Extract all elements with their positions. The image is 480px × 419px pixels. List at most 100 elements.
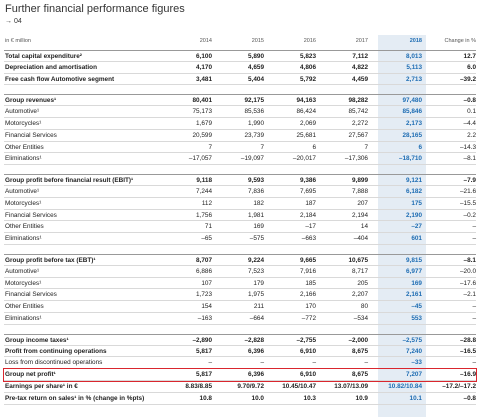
subtitle: → 04 [5, 18, 22, 25]
cell-value: 10.1 [409, 394, 422, 402]
cell-value: 7,207 [406, 371, 422, 379]
cell-value: –21.6 [460, 188, 476, 195]
cell-value: 179 [253, 279, 264, 287]
table-row: Free cash flow Automotive segment 3,481 5,… [4, 74, 476, 86]
cell-value: –17 [305, 223, 316, 231]
cell-value: –2,828 [244, 336, 264, 344]
cell-value: 2,173 [406, 120, 422, 127]
table-row: Automotive¹ 6,886 7,523 7,916 8,717 6,977 –20.… [4, 266, 476, 278]
cell-value: 169 [253, 223, 264, 231]
cell-value: 10.82/10.84 [388, 383, 422, 390]
cell-value: 2,184 [300, 211, 316, 219]
cell-value: 8,675 [352, 371, 368, 379]
cell-value: 7,244 [196, 188, 212, 195]
row-label: Group profit before financial result (EB… [5, 177, 134, 185]
cell-value: – [208, 359, 212, 367]
table-row: Automotive¹ 75,173 85,536 86,424 85,742 85,84… [4, 106, 476, 118]
cell-value: –20,017 [292, 155, 316, 163]
cell-value: 23,739 [244, 131, 264, 139]
cell-value: –39.2 [460, 75, 476, 83]
cell-value: –17.2/–17.2 [442, 383, 476, 390]
row-label: Automotive¹ [5, 188, 40, 195]
cell-value: 6,396 [248, 371, 264, 379]
cell-value: – [472, 303, 476, 311]
cell-value: 7,240 [406, 347, 422, 355]
cell-value: 205 [357, 279, 368, 287]
table-row: Motorcycles¹ 1,679 1,990 2,069 2,272 2,173 –4.… [4, 118, 476, 130]
cell-value: 6,182 [406, 188, 422, 195]
cell-value: 4,459 [352, 75, 368, 83]
cell-value: 8,675 [352, 347, 368, 355]
table-row: Earnings per share¹ in € 8.83/8.85 9.70/9.… [4, 381, 476, 393]
cell-value: 85,846 [402, 108, 422, 116]
cell-value: – [260, 359, 264, 367]
cell-value: 28,165 [402, 131, 422, 139]
column-header: 2016 [303, 38, 316, 44]
cell-value: –18,710 [398, 155, 422, 163]
row-label: Group income taxes¹ [5, 336, 69, 344]
cell-value: 97,480 [402, 97, 422, 105]
cell-value: –45 [411, 303, 422, 311]
row-label: Automotive¹ [5, 108, 40, 116]
cell-value: 2,207 [352, 291, 368, 299]
cell-value: 5,792 [300, 75, 316, 83]
row-label: Earnings per share¹ in € [5, 383, 78, 390]
cell-value: 1,981 [248, 211, 264, 219]
cell-value: –19,097 [240, 155, 264, 163]
cell-value: –14.3 [460, 143, 476, 151]
table-row: Total capital expenditure² 6,100 5,890 5,82… [4, 50, 476, 62]
cell-value: 4,170 [196, 63, 212, 71]
row-label: Financial Services [5, 211, 57, 219]
cell-value: – [312, 359, 316, 367]
cell-value: 10.45/10.47 [282, 383, 316, 390]
cell-value: 5,823 [300, 53, 316, 60]
cell-value: 7,695 [300, 188, 316, 195]
cell-value: 5,404 [248, 75, 264, 83]
cell-value: –2,890 [192, 336, 212, 344]
cell-value: –28.8 [460, 336, 476, 344]
cell-value: 7,888 [352, 188, 368, 195]
table-row: Financial Services 1,756 1,981 2,184 2,194 2,… [4, 210, 476, 222]
cell-value: 2,166 [300, 291, 316, 299]
cell-value: 8.83/8.85 [185, 383, 212, 390]
cell-value: 12.7 [463, 53, 476, 60]
cell-value: 13.07/13.09 [334, 383, 368, 390]
row-label: Total capital expenditure² [5, 53, 82, 60]
cell-value: 7 [364, 143, 368, 151]
cell-value: 2,713 [406, 75, 422, 83]
cell-value: 154 [201, 303, 212, 311]
cell-value: 4,659 [248, 63, 264, 71]
row-label: Eliminations¹ [5, 315, 42, 322]
cell-value: –65 [201, 235, 212, 243]
cell-value: 4,806 [300, 63, 316, 71]
cell-value: –7.9 [463, 177, 476, 185]
cell-value: –4.4 [463, 120, 476, 127]
cell-value: 2,190 [406, 211, 422, 219]
table-row: Other Entities 71 169 –17 14 –27 – [4, 221, 476, 234]
cell-value: – [472, 223, 476, 231]
cell-value: 6,910 [300, 371, 316, 379]
cell-value: –534 [353, 315, 368, 322]
cell-value: – [472, 315, 476, 322]
table-row: Other Entities 154 211 170 80 –45 – [4, 301, 476, 313]
cell-value: 8,717 [352, 267, 368, 275]
cell-value: 6 [418, 143, 422, 151]
cell-value: 169 [411, 279, 422, 287]
cell-value: 10.0 [251, 394, 264, 402]
cell-value: –163 [197, 315, 212, 322]
cell-value: 1,975 [248, 291, 264, 299]
table-row: Group income taxes¹ –2,890 –2,828 –2,755 –2,… [4, 333, 476, 346]
table-row: Automotive¹ 7,244 7,836 7,695 7,888 6,182 –21.… [4, 186, 476, 198]
cell-value: –33 [411, 359, 422, 367]
cell-value: –2.1 [463, 291, 476, 299]
cell-value: 7 [260, 143, 264, 151]
cell-value: –0.8 [463, 97, 476, 105]
row-label: Pre-tax return on sales¹ in % (change in… [5, 394, 145, 402]
row-label: Group revenues¹ [5, 97, 57, 105]
table-row: Group profit before financial result (EB… [4, 174, 476, 186]
table-row: Other Entities 7 7 6 7 6 –14.3 [4, 142, 476, 154]
cell-value: 10.9 [355, 394, 368, 402]
cell-value: 27,567 [348, 131, 368, 139]
cell-value: 553 [411, 315, 422, 322]
row-label: Free cash flow Automotive segment [5, 75, 115, 83]
